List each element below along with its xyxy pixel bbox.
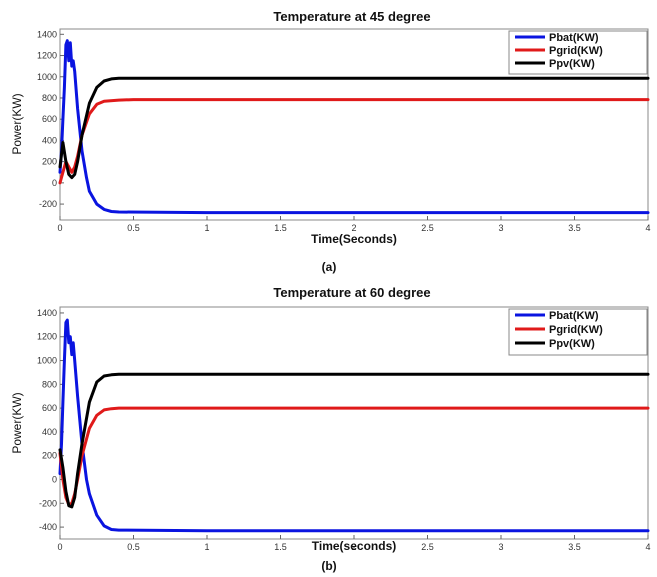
series-line-pgridkw <box>58 98 650 185</box>
x-tick-label: 3 <box>498 223 503 233</box>
x-tick-label: 4 <box>645 542 650 552</box>
series-lines <box>58 318 650 533</box>
x-tick-label: 0.5 <box>127 542 140 552</box>
panel-caption: (b) <box>321 559 336 573</box>
legend-label: Pbat(KW) <box>549 310 599 322</box>
legend-box <box>508 308 648 356</box>
x-tick-label: 1.5 <box>274 223 287 233</box>
series-line-ppvkw <box>58 372 650 509</box>
x-tick-label: 3.5 <box>568 542 581 552</box>
legend: Pbat(KW) Pgrid(KW) Ppv(KW) <box>508 308 648 356</box>
y-axis-label: Power(KW) <box>10 93 24 154</box>
x-axis-ticks: 0 0.5 1 1.5 2 2.5 3 3.5 4 <box>57 535 651 552</box>
y-tick-label: 0 <box>52 178 57 188</box>
legend-label: Pgrid(KW) <box>549 45 603 57</box>
legend: Pbat(KW)Pgrid(KW)Ppv(KW) <box>508 30 648 75</box>
x-tick-label: 1 <box>204 223 209 233</box>
chart-title: Temperature at 60 degree <box>273 285 430 300</box>
y-tick-label: -200 <box>39 199 57 209</box>
legend-label: Pgrid(KW) <box>549 324 603 336</box>
y-tick-label: 200 <box>42 451 57 461</box>
chart-panel-b: Temperature at 60 degree 0 0.5 1 1.5 2 2.5 3 3.… <box>10 285 651 573</box>
x-axis-label: Time(seconds) <box>312 539 396 553</box>
y-tick-label: 800 <box>42 379 57 389</box>
y-tick-label: 600 <box>42 403 57 413</box>
y-tick-label: 1000 <box>37 356 57 366</box>
x-tick-label: 1.5 <box>274 542 287 552</box>
y-tick-label: 400 <box>42 135 57 145</box>
legend-label: Pbat(KW) <box>549 32 599 44</box>
y-tick-label: 400 <box>42 427 57 437</box>
chart-title: Temperature at 45 degree <box>273 9 430 24</box>
y-tick-label: 200 <box>42 157 57 167</box>
y-axis-label: Power(KW) <box>10 392 24 453</box>
y-tick-label: 1200 <box>37 332 57 342</box>
y-tick-label: 1000 <box>37 72 57 82</box>
x-tick-label: 2.5 <box>421 542 434 552</box>
y-tick-label: 800 <box>42 93 57 103</box>
series-line-pgridkw <box>58 406 650 506</box>
series-line-pbatkw <box>58 318 650 533</box>
chart-panel-a: Temperature at 45 degree 0 0.5 1 1.5 2 2.5 3 3.… <box>10 9 651 274</box>
legend-label: Ppv(KW) <box>549 338 595 350</box>
series-lines <box>58 39 650 215</box>
x-tick-label: 2 <box>351 223 356 233</box>
y-tick-label: -400 <box>39 522 57 532</box>
x-tick-label: 0.5 <box>127 223 140 233</box>
x-tick-label: 2 <box>351 542 356 552</box>
x-tick-label: 3.5 <box>568 223 581 233</box>
y-tick-label: 1400 <box>37 29 57 39</box>
x-axis-ticks: 0 0.5 1 1.5 2 2.5 3 3.5 4 <box>57 216 651 233</box>
panel-caption: (a) <box>322 260 337 274</box>
x-tick-label: 0 <box>57 223 62 233</box>
x-axis-label: Time(Seconds) <box>311 232 397 246</box>
series-line-ppvkw <box>58 76 650 180</box>
x-tick-label: 0 <box>57 542 62 552</box>
y-axis-ticks: -400 -200 0 200 400 600 800 1000 1200 1400 <box>37 308 64 532</box>
y-tick-label: 1200 <box>37 51 57 61</box>
y-tick-label: 1400 <box>37 308 57 318</box>
legend-label: Ppv(KW) <box>549 58 595 70</box>
y-tick-label: -200 <box>39 498 57 508</box>
x-tick-label: 2.5 <box>421 223 434 233</box>
series-line-pbatkw <box>58 39 650 215</box>
x-tick-label: 3 <box>498 542 503 552</box>
y-tick-label: 0 <box>52 475 57 485</box>
x-tick-label: 1 <box>204 542 209 552</box>
y-tick-label: 600 <box>42 114 57 124</box>
x-tick-label: 4 <box>645 223 650 233</box>
